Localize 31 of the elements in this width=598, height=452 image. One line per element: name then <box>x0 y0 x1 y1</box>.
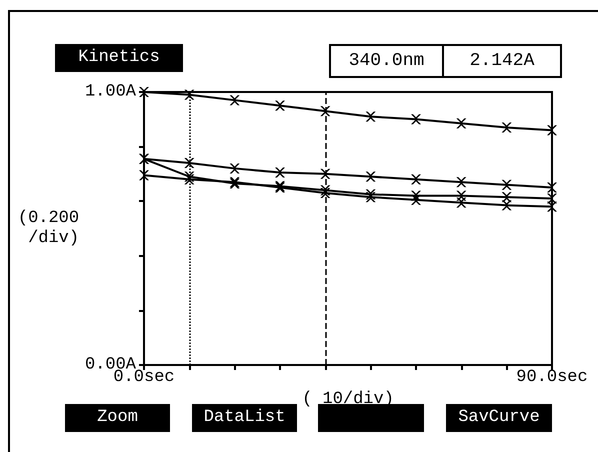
point <box>366 172 376 182</box>
text: SavCurve <box>446 404 552 432</box>
point <box>230 95 240 106</box>
point <box>456 118 466 128</box>
y-axis-title: (0.200 /div) <box>18 209 80 248</box>
point <box>275 100 285 111</box>
point <box>366 192 376 202</box>
point <box>411 194 421 205</box>
point <box>547 182 557 193</box>
chart-title: Kinetics <box>55 44 183 72</box>
point <box>275 168 285 178</box>
point <box>502 180 512 190</box>
point <box>411 114 421 124</box>
text: Zoom <box>65 404 170 432</box>
y-tick-label: 1.00A <box>84 82 137 102</box>
point <box>547 125 557 136</box>
point <box>184 90 194 100</box>
text: 340.0nm <box>329 44 444 78</box>
point <box>230 163 240 174</box>
x-axis-title: ( 10/div) <box>302 390 394 409</box>
point <box>547 202 557 212</box>
point <box>139 170 149 180</box>
point <box>411 174 421 184</box>
x-tick-label: 90.0sec <box>516 368 588 387</box>
text: 2.142A <box>442 44 562 78</box>
text: DataList <box>192 404 297 432</box>
point <box>456 198 466 208</box>
point <box>456 177 466 188</box>
point <box>366 112 376 122</box>
point <box>502 200 512 210</box>
point <box>502 122 512 132</box>
